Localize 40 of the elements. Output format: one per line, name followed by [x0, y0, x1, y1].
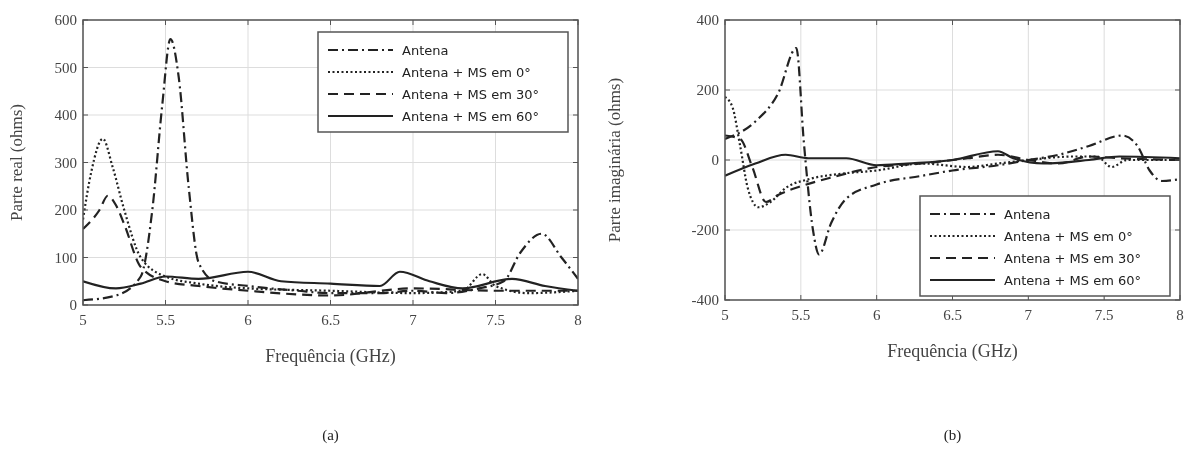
- x-tick-label: 5: [721, 307, 729, 323]
- x-tick-label: 6: [244, 312, 253, 328]
- legend-label: Antena: [402, 43, 449, 58]
- y-tick-label: 200: [696, 82, 719, 98]
- y-axis-title: Parte imaginária (ohms): [605, 77, 624, 243]
- y-tick-label: -200: [691, 222, 719, 238]
- x-tick-label: 7.5: [486, 312, 505, 328]
- text: (a): [322, 427, 339, 444]
- legend-label: Antena + MS em 60°: [1004, 273, 1142, 288]
- y-tick-label: 600: [54, 12, 77, 28]
- x-tick-label: 7: [1024, 307, 1033, 323]
- legend-label: Antena + MS em 0°: [1004, 229, 1133, 244]
- x-tick-label: 6.5: [321, 312, 340, 328]
- legend-label: Antena + MS em 30°: [1004, 251, 1142, 266]
- x-tick-label: 5.5: [156, 312, 175, 328]
- y-tick-label: 0: [69, 297, 77, 313]
- y-tick-label: 400: [696, 12, 719, 28]
- y-tick-label: 300: [54, 154, 77, 171]
- text: (b): [943, 427, 962, 444]
- x-axis-title: Frequência (GHz): [887, 341, 1018, 362]
- x-tick-label: 8: [1176, 307, 1184, 323]
- y-tick-label: 0: [711, 152, 719, 168]
- x-axis-title: Frequência (GHz): [265, 346, 396, 367]
- y-axis-title: Parte real (ohms): [7, 103, 26, 222]
- y-tick-label: -400: [691, 292, 719, 308]
- x-tick-label: 5: [79, 312, 87, 328]
- x-tick-label: 6: [872, 307, 881, 323]
- y-tick-label: 200: [54, 202, 77, 218]
- y-tick-label: 100: [54, 249, 77, 266]
- x-tick-label: 5.5: [791, 307, 811, 323]
- x-tick-label: 8: [574, 312, 582, 328]
- x-tick-label: 7: [409, 312, 418, 328]
- legend-label: Antena + MS em 0°: [402, 65, 531, 80]
- legend-label: Antena + MS em 60°: [402, 109, 540, 124]
- legend-label: Antena + MS em 30°: [402, 87, 540, 102]
- x-tick-label: 7.5: [1094, 307, 1114, 323]
- y-tick-label: 400: [54, 107, 77, 123]
- legend-label: Antena: [1004, 207, 1051, 222]
- y-tick-label: 500: [54, 59, 77, 76]
- x-tick-label: 6.5: [943, 307, 962, 323]
